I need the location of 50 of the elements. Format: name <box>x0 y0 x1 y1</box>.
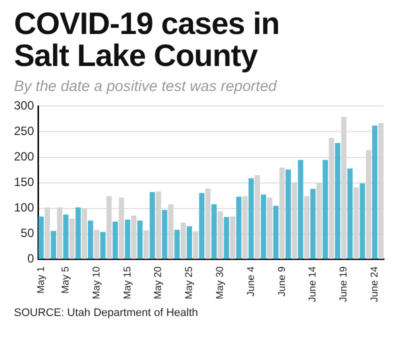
bar <box>199 193 204 259</box>
y-tick-label: 50 <box>20 226 34 240</box>
x-tick-label: June 4 <box>246 266 257 296</box>
bar <box>298 160 304 259</box>
x-tick-label: May 25 <box>184 266 196 300</box>
bar <box>124 220 130 259</box>
bar <box>112 222 118 259</box>
x-tick-label: May 20 <box>153 266 164 300</box>
bar <box>224 217 230 259</box>
x-tick-label: May 5 <box>60 266 72 294</box>
bar <box>236 196 242 259</box>
bar <box>286 170 291 259</box>
bar <box>137 220 143 259</box>
bar <box>347 168 353 259</box>
y-tick-label: 300 <box>14 98 34 113</box>
bar <box>38 216 44 259</box>
x-tick-label: May 10 <box>91 266 102 300</box>
x-tick-label: June 9 <box>276 266 288 296</box>
bar <box>150 192 155 259</box>
bar <box>63 214 68 259</box>
bar <box>50 230 56 259</box>
y-tick-label: 100 <box>14 200 34 215</box>
bar <box>88 220 94 259</box>
bar <box>322 160 328 259</box>
bar <box>100 232 106 259</box>
bar <box>76 207 81 259</box>
bar <box>360 183 366 259</box>
bar <box>372 126 378 259</box>
source-note: SOURCE: Utah Department of Health <box>14 307 200 319</box>
x-tick-label: June 24 <box>369 266 380 302</box>
y-tick-label: 200 <box>14 150 34 164</box>
bar <box>186 226 192 259</box>
chart-subtitle: By the date a positive test was reported <box>14 78 278 95</box>
x-tick-label: June 14 <box>308 266 319 302</box>
chart-title: COVID-19 cases in Salt Lake County <box>14 6 280 73</box>
bar <box>335 142 340 259</box>
bar <box>211 204 217 259</box>
bar <box>260 194 266 259</box>
y-tick-label: 150 <box>14 175 34 190</box>
y-tick-label: 0 <box>27 252 34 266</box>
bar <box>248 178 254 259</box>
bar <box>273 206 279 259</box>
bar <box>310 188 316 259</box>
x-tick-label: May 15 <box>122 266 134 300</box>
x-tick-label: May 1 <box>36 266 47 294</box>
bar <box>162 210 168 259</box>
bar <box>174 230 180 259</box>
x-tick-label: May 30 <box>215 266 226 300</box>
y-tick-label: 250 <box>14 124 34 138</box>
x-tick-label: June 19 <box>338 266 350 302</box>
